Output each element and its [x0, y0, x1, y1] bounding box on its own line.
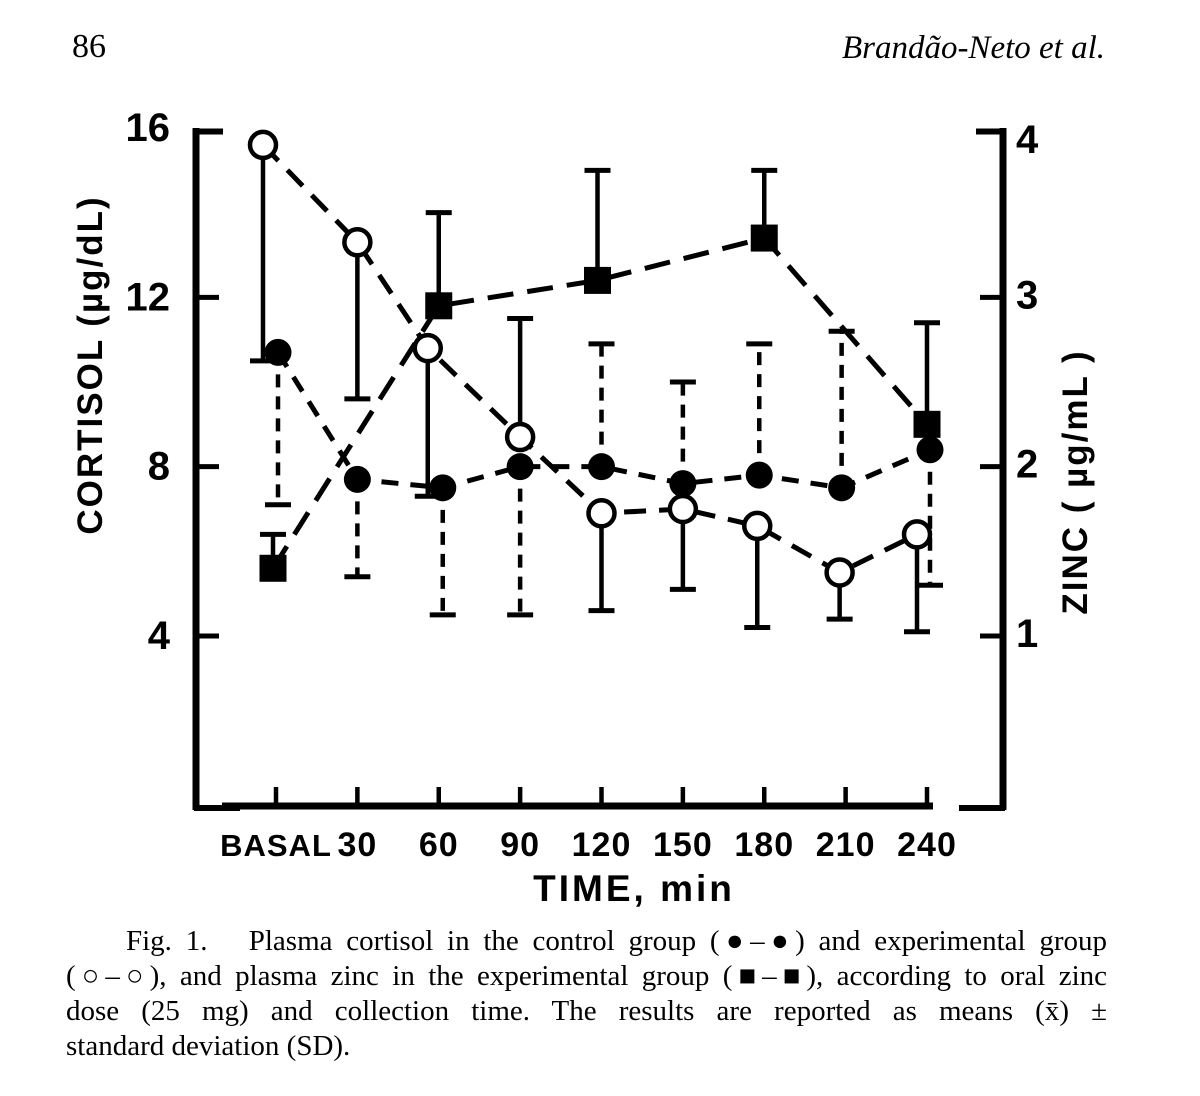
open-circle-marker	[247, 129, 279, 161]
error-bar	[746, 341, 773, 476]
filled-square-marker	[259, 554, 287, 582]
caption-line: Fig. 1. Plasma cortisol in the control g…	[126, 925, 1107, 957]
open-circle-marker	[742, 510, 773, 542]
x-tick-label: 60	[419, 826, 459, 864]
error-bar	[429, 487, 456, 618]
right-tick-label: 4	[1016, 118, 1039, 162]
open-circle-marker	[412, 332, 443, 364]
filled-circle-marker	[264, 338, 292, 366]
x-tick-label: 180	[734, 826, 794, 864]
filled-square-marker	[425, 292, 453, 320]
filled-square-marker	[750, 224, 778, 252]
axes	[192, 128, 1007, 811]
filled-circle-marker	[669, 470, 697, 498]
axis-labels: 16 12 8 4 4 3 2 1 BASAL 30 60 90 120 150 180 210 240 TIME…	[71, 106, 1095, 909]
error-bar	[344, 479, 371, 580]
right-tick-label: 1	[1016, 612, 1038, 656]
error-bar	[265, 352, 291, 508]
error-bar	[917, 449, 943, 588]
markers	[247, 129, 944, 588]
caption-line: dose (25 mg) and collection time. The re…	[66, 995, 1107, 1027]
caption-line: (○–○), and plasma zinc in the experiment…	[66, 960, 1107, 992]
filled-square-marker	[584, 266, 611, 294]
error-bar	[828, 328, 855, 488]
open-circle-marker	[504, 421, 536, 453]
error-bar	[250, 144, 276, 364]
filled-circle-marker	[429, 474, 457, 502]
figure-caption: Fig. 1. Plasma cortisol in the control g…	[66, 924, 1107, 1064]
error-bar	[344, 242, 371, 402]
open-circle-marker	[667, 493, 699, 525]
error-bar	[904, 534, 930, 635]
x-tick-label: BASAL	[220, 828, 332, 863]
open-circle-marker	[824, 557, 855, 588]
error-bar	[588, 513, 615, 614]
error-bar	[669, 379, 696, 484]
filled-circle-marker	[588, 453, 615, 481]
series-open-circle	[250, 143, 930, 635]
x-tick-label: 240	[897, 826, 957, 864]
page-number: 86	[72, 28, 106, 65]
error-bar	[414, 348, 441, 499]
error-bar	[425, 210, 452, 306]
open-circle-marker	[342, 227, 373, 258]
error-bar	[507, 466, 534, 618]
series-line	[275, 351, 931, 491]
open-circle-marker	[901, 519, 933, 550]
x-axis-title: TIME, min	[533, 868, 735, 909]
filled-square-marker	[913, 410, 941, 438]
error-bar	[744, 525, 771, 631]
series-filled-circle	[265, 328, 943, 618]
left-tick-label: 12	[126, 275, 171, 319]
x-tick-label: 210	[816, 826, 876, 864]
right-tick-label: 3	[1016, 273, 1038, 317]
open-circle-marker	[586, 497, 617, 529]
running-head: Brandão-Neto et al.	[841, 30, 1105, 66]
left-axis-title: CORTISOL (µg/dL)	[71, 195, 110, 534]
filled-circle-marker	[343, 465, 371, 493]
x-tick-label: 90	[500, 826, 540, 864]
filled-circle-marker	[916, 436, 944, 464]
left-tick-label: 4	[148, 614, 171, 658]
filled-circle-marker	[745, 461, 773, 489]
caption-line: standard deviation (SD).	[66, 1030, 351, 1062]
right-axis-title: ZINC ( µg/mL )	[1056, 349, 1095, 614]
right-tick-label: 2	[1016, 443, 1038, 487]
figure-1-chart: 16 12 8 4 4 3 2 1 BASAL 30 60 90 120 150 180 210 240 TIME…	[71, 106, 1095, 909]
left-tick-label: 8	[148, 445, 170, 489]
series-line	[270, 235, 929, 570]
error-bar	[588, 341, 615, 467]
x-tick-label: 30	[337, 826, 377, 864]
filled-circle-marker	[828, 474, 856, 502]
filled-circle-marker	[506, 453, 534, 481]
error-bar	[507, 316, 534, 438]
error-bar	[584, 167, 611, 281]
left-tick-label: 16	[126, 106, 171, 150]
x-tick-label: 150	[653, 826, 713, 864]
x-tick-label: 120	[572, 826, 632, 864]
error-bar	[914, 320, 940, 425]
